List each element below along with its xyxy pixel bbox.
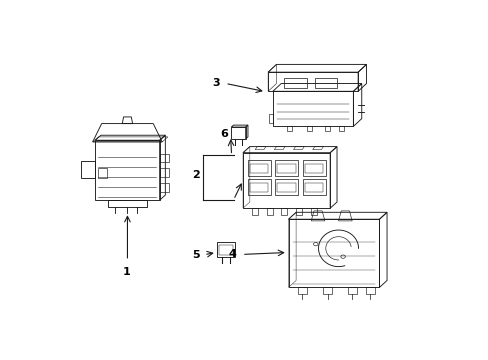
Text: 6: 6 [220, 129, 227, 139]
Text: 2: 2 [191, 170, 199, 180]
Text: 5: 5 [192, 250, 200, 260]
Text: 1: 1 [122, 267, 130, 277]
Text: 4: 4 [228, 249, 236, 260]
Text: 3: 3 [211, 78, 219, 89]
